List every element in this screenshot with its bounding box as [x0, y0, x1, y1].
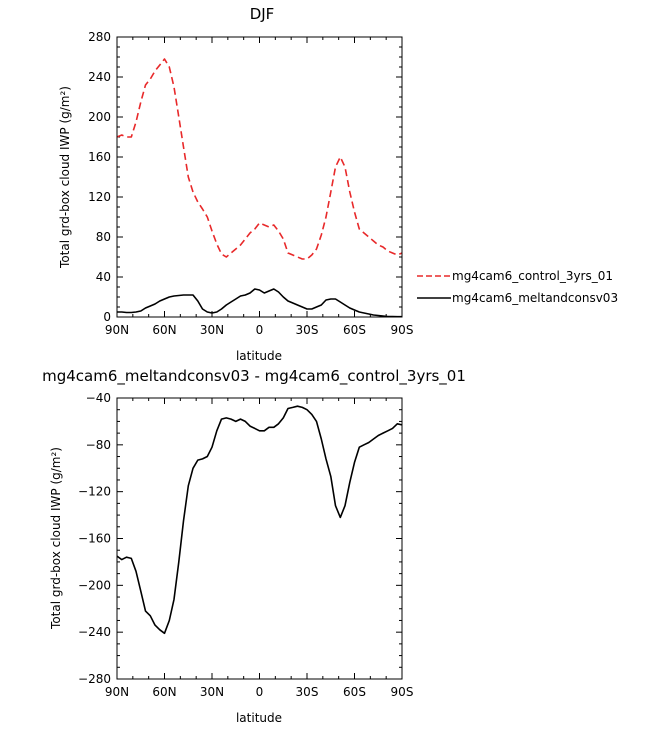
chart-top-xlabel: latitude: [236, 349, 282, 363]
chart-top-title: DJF: [250, 5, 275, 23]
chart-bottom-ytick-label: −160: [78, 532, 111, 546]
chart-top-series-line-1: [117, 288, 402, 318]
chart-bottom-series: [116, 405, 403, 635]
chart-top-series-line-0: [116, 58, 403, 260]
chart-top-ytick-label: 280: [88, 30, 111, 44]
chart-bottom-ytick-label: −120: [78, 485, 111, 499]
chart-bottom-xtick-label: 30N: [200, 685, 224, 699]
chart-top-ytick-label: 240: [88, 70, 111, 84]
chart-top-ytick-label: 120: [88, 190, 111, 204]
chart-top-xtick-label: 30N: [200, 323, 224, 337]
chart-top-xtick-label: 90N: [105, 323, 129, 337]
chart-top-plot-area: [116, 36, 403, 318]
chart-bottom-ticks: 90N 60N 30N 0 30S 60S 90S −280 −240 −200 −160 −120 −…: [78, 391, 413, 699]
chart-top: DJF 90N 60N 30N 0 30S 60S 90S 0 40 80 120 160 200 240…: [58, 5, 413, 363]
legend-label-control: mg4cam6_control_3yrs_01: [452, 269, 613, 283]
chart-top-xtick-label: 0: [256, 323, 264, 337]
chart-bottom-series-line-0: [116, 405, 403, 635]
chart-top-ticks: 90N 60N 30N 0 30S 60S 90S 0 40 80 120 160 200 240 280: [88, 30, 413, 337]
chart-top-series: [116, 58, 403, 318]
chart-bottom-ytick-label: −40: [86, 391, 111, 405]
chart-bottom-ytick-label: −200: [78, 578, 111, 592]
chart-bottom-ylabel: Total grd-box cloud IWP (g/m²): [49, 447, 63, 630]
chart-bottom-title: mg4cam6_meltandconsv03 - mg4cam6_control…: [42, 367, 466, 386]
chart-bottom-ytick-label: −80: [86, 438, 111, 452]
chart-bottom-xlabel: latitude: [236, 711, 282, 725]
chart-bottom-plot-area: [116, 397, 403, 680]
legend-label-melt: mg4cam6_meltandconsv03: [452, 291, 618, 305]
chart-bottom-ytick-label: −280: [78, 672, 111, 686]
chart-bottom-xtick-label: 60S: [343, 685, 366, 699]
chart-top-ylabel: Total grd-box cloud IWP (g/m²): [58, 86, 72, 269]
chart-top-ytick-label: 160: [88, 150, 111, 164]
chart-top-ytick-label: 0: [103, 310, 111, 324]
chart-bottom: mg4cam6_meltandconsv03 - mg4cam6_control…: [42, 367, 466, 725]
chart-top-xtick-label: 30S: [296, 323, 319, 337]
chart-top-ytick-label: 200: [88, 110, 111, 124]
chart-top-ytick-label: 40: [96, 270, 111, 284]
chart-bottom-xtick-label: 0: [256, 685, 264, 699]
chart-bottom-xtick-label: 90N: [105, 685, 129, 699]
chart-top-xtick-label: 60S: [343, 323, 366, 337]
chart-top-xtick-label: 90S: [391, 323, 414, 337]
chart-top-xtick-label: 60N: [152, 323, 176, 337]
chart-top-ytick-label: 80: [96, 230, 111, 244]
chart-bottom-ytick-label: −240: [78, 625, 111, 639]
chart-bottom-xtick-label: 60N: [152, 685, 176, 699]
chart-bottom-xtick-label: 90S: [391, 685, 414, 699]
legend: mg4cam6_control_3yrs_01 mg4cam6_meltandc…: [417, 269, 618, 305]
chart-bottom-xtick-label: 30S: [296, 685, 319, 699]
